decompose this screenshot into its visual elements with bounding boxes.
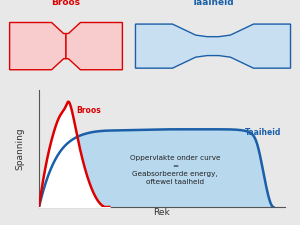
Title: Taaiheid: Taaiheid: [192, 0, 234, 7]
Polygon shape: [66, 22, 122, 70]
Polygon shape: [10, 22, 66, 70]
Title: Broos: Broos: [52, 0, 80, 7]
Text: Broos: Broos: [76, 106, 101, 115]
Text: Oppervlakte onder curve
=
Geabsorbeerde energy,
oftewel taaIheid: Oppervlakte onder curve = Geabsorbeerde …: [130, 155, 220, 185]
Text: Taaiheid: Taaiheid: [245, 128, 281, 137]
X-axis label: Rek: Rek: [154, 208, 170, 217]
Polygon shape: [136, 24, 290, 68]
Y-axis label: Spanning: Spanning: [15, 127, 24, 170]
